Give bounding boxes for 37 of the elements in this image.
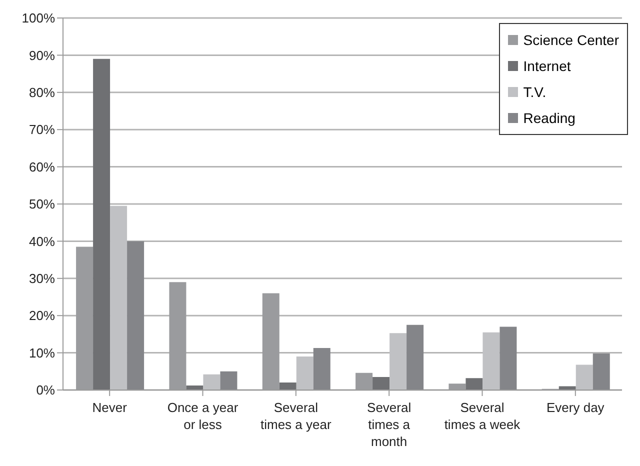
legend-label: Science Center — [523, 32, 619, 48]
y-tick-label: 70% — [28, 122, 56, 138]
bar — [500, 326, 517, 390]
bar — [466, 378, 483, 390]
y-tick-label: 30% — [28, 271, 56, 286]
y-tick-label: 60% — [28, 159, 56, 174]
y-tick-label: 20% — [28, 308, 56, 324]
bar — [127, 241, 144, 390]
y-tick-label: 80% — [28, 85, 56, 100]
x-tick-label: Once a year or less — [167, 400, 239, 432]
x-tick-label: Several times a year — [260, 400, 332, 432]
bar — [93, 58, 110, 390]
bar — [220, 371, 238, 390]
x-tick-label: Every day — [546, 400, 605, 415]
bar — [110, 206, 128, 390]
bar — [390, 333, 407, 390]
y-tick-label: 100% — [22, 10, 56, 26]
y-tick-label: 50% — [28, 196, 56, 212]
x-tick-label: Never — [92, 400, 128, 415]
legend-label: Reading — [523, 110, 576, 126]
x-tick-label: Several times a week — [444, 400, 521, 432]
bar — [576, 364, 593, 390]
bar — [313, 348, 330, 390]
y-tick-label: 10% — [28, 345, 56, 360]
bar — [279, 382, 296, 390]
x-tick-label: Several times a month — [367, 400, 412, 449]
bar — [592, 354, 610, 390]
legend-label: Internet — [523, 58, 571, 74]
legend-label: T.V. — [523, 84, 546, 100]
bar — [296, 356, 314, 390]
bar — [406, 324, 424, 390]
bar — [203, 374, 220, 390]
y-tick-label: 90% — [28, 48, 56, 63]
y-tick-label: 40% — [28, 234, 56, 249]
y-tick-label: 0% — [36, 382, 56, 398]
bar — [372, 376, 390, 390]
bar — [482, 332, 500, 390]
